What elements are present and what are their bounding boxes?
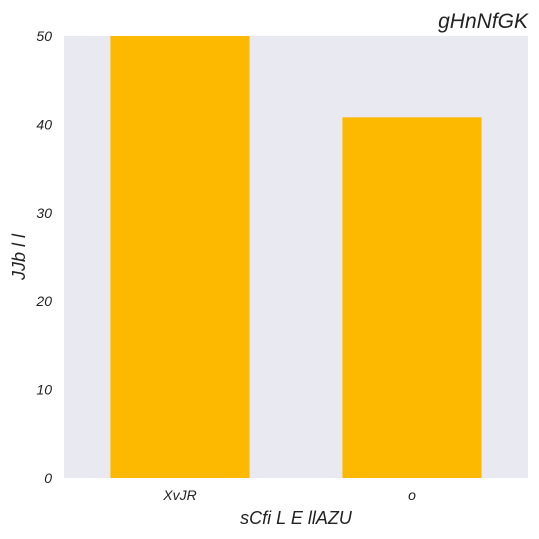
y-tick-label: 50 xyxy=(36,28,52,44)
bar-o xyxy=(342,117,482,479)
bars-group xyxy=(110,36,482,479)
y-tick-label: 40 xyxy=(36,116,52,132)
y-tick-labels: 0 10 20 30 40 50 xyxy=(35,28,52,486)
chart-title: gHnNfGK xyxy=(438,10,529,33)
y-tick-label: 0 xyxy=(44,470,52,486)
bar-XvJR xyxy=(110,36,250,478)
x-tick-labels: XvJR o xyxy=(162,487,416,503)
x-tick-label: o xyxy=(408,487,416,503)
y-axis-label: JJb l l xyxy=(9,233,29,281)
x-tick-label: XvJR xyxy=(162,487,196,503)
y-tick-label: 30 xyxy=(36,205,52,221)
x-axis-label: sCfi L E llAZU xyxy=(240,508,353,528)
y-tick-label: 10 xyxy=(36,382,52,398)
y-tick-label: 20 xyxy=(35,293,52,309)
